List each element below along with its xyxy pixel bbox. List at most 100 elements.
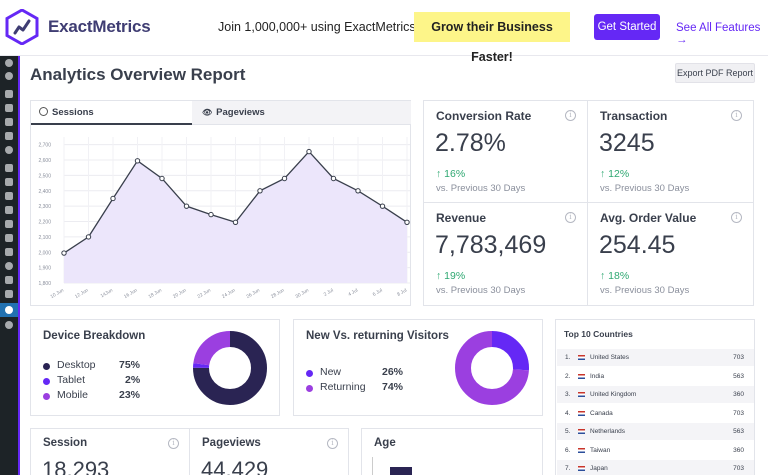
info-icon[interactable]: i (731, 212, 742, 223)
country-value: 563 (733, 372, 744, 380)
sessions-line-chart: 1,800 1,900 2,000 2,100 2,200 2,300 2,400 2,500… (38, 137, 410, 300)
data-point (281, 175, 288, 182)
legend-label: New (320, 366, 342, 378)
flag-icon (578, 447, 585, 453)
country-rank: 6. (565, 446, 571, 454)
info-icon[interactable]: i (168, 438, 179, 449)
legend-value: 2% (125, 374, 141, 386)
export-pdf-button[interactable]: Export PDF Report (675, 63, 755, 83)
pin-icon[interactable] (5, 90, 13, 98)
country-row: 7. Japan 703 (557, 460, 754, 475)
box-icon[interactable] (5, 290, 13, 298)
plugins-icon[interactable] (5, 178, 13, 186)
exactmetrics-logo-icon[interactable] (4, 9, 40, 45)
media-icon[interactable] (5, 104, 13, 112)
appearance-icon[interactable] (5, 164, 13, 172)
stat-value: 7,783,469 (435, 231, 547, 259)
stat-value: 254.45 (599, 231, 676, 259)
exactmetrics-menu-icon[interactable] (5, 306, 13, 314)
x-tick-label: 10 Jun (50, 287, 66, 300)
data-point (61, 250, 67, 256)
card-title: Pageviews (202, 437, 261, 449)
country-value: 703 (733, 354, 744, 361)
stat-card-avg-order-value: Avg. Order Value i 254.45 ↑ 18% vs. Prev… (587, 202, 754, 306)
legend-value: 23% (119, 389, 141, 401)
y-tick-label: 2,700 (38, 143, 51, 149)
chat-icon[interactable] (5, 276, 13, 284)
data-point (134, 158, 141, 164)
dashboard-icon[interactable] (5, 59, 13, 67)
x-tick-label: 22 Jun (197, 287, 213, 300)
age-card: Age (361, 428, 543, 475)
x-tick-label: 12 Jun (74, 287, 90, 300)
collapse-icon[interactable] (5, 234, 13, 242)
stat-comparison: vs. Previous 30 Days (600, 183, 690, 194)
gear-icon[interactable] (5, 321, 13, 329)
data-point (208, 211, 214, 218)
forms-icon[interactable] (5, 248, 13, 256)
stat-change: ↑ 19% (436, 270, 466, 282)
stat-change: ↑ 12% (600, 168, 630, 180)
tab-sessions[interactable]: Sessions (31, 101, 192, 125)
x-tick-label: 24 Jun (221, 287, 237, 300)
sessions-chart-card: Sessions 👁 Pageviews 1,800 1,900 2,000 2,100… (30, 100, 411, 306)
card-title: Device Breakdown (43, 330, 146, 342)
data-point (159, 175, 165, 182)
woo-icon[interactable] (5, 146, 13, 154)
flag-icon (578, 373, 585, 379)
card-title: Top 10 Countries (564, 329, 633, 339)
stat-value: 44,429 (201, 457, 269, 475)
y-tick-label: 2,400 (38, 189, 51, 195)
wordpress-icon[interactable] (5, 72, 13, 80)
comments-icon[interactable] (5, 132, 13, 140)
country-name: Canada (590, 409, 613, 417)
tab-pageviews[interactable]: 👁 Pageviews (192, 101, 411, 125)
info-icon[interactable]: i (731, 110, 742, 121)
pages-icon[interactable] (5, 118, 13, 126)
tools-icon[interactable] (5, 206, 13, 214)
country-rank: 1. (565, 354, 571, 361)
stat-value: 18,293 (42, 457, 110, 475)
legend-dot (43, 363, 50, 370)
legend-value: 74% (382, 381, 404, 393)
promo-text: Join 1,000,000+ using ExactMetrics to (218, 20, 430, 34)
legend-label: Mobile (57, 389, 88, 401)
y-tick-label: 1,900 (38, 266, 51, 272)
session-card: Session i 18,293 (30, 428, 190, 475)
info-icon[interactable]: i (327, 438, 338, 449)
y-tick-label: 2,200 (38, 220, 51, 226)
users-icon[interactable] (5, 192, 13, 200)
country-value: 360 (733, 391, 744, 398)
visitors-card: New Vs. returning Visitors New 26% Retur… (293, 319, 543, 416)
info-icon[interactable]: i (565, 212, 576, 223)
data-point (306, 148, 312, 155)
card-title: New Vs. returning Visitors (306, 330, 449, 342)
legend-value: 75% (119, 359, 141, 371)
admin-sidebar (0, 56, 18, 475)
x-tick-label: 28 Jun (270, 287, 286, 300)
donut-slice (193, 331, 267, 405)
stat-title: Revenue (436, 211, 487, 225)
settings-icon[interactable] (5, 220, 13, 228)
age-bar (390, 467, 412, 475)
get-started-button[interactable]: Get Started (594, 14, 660, 40)
y-tick-label: 2,300 (38, 204, 51, 210)
country-row: 4. Canada 703 (557, 405, 754, 422)
flag-icon (578, 392, 585, 397)
x-tick-label: 30 Jun (295, 287, 311, 300)
pageviews-card: Pageviews i 44,429 (189, 428, 349, 475)
data-point (404, 219, 410, 225)
data-point (85, 234, 92, 240)
clock-icon[interactable] (5, 262, 13, 270)
area-fill (64, 151, 407, 283)
promo-banner: ExactMetrics Join 1,000,000+ using Exact… (0, 0, 768, 64)
country-rank: 2. (565, 372, 571, 380)
user-circle-icon (39, 107, 48, 116)
info-icon[interactable]: i (565, 110, 576, 121)
y-tick-label: 1,800 (38, 281, 51, 287)
country-name: Netherlands (590, 428, 626, 435)
stat-change: ↑ 16% (436, 168, 466, 180)
country-row: 2. India 563 (557, 368, 754, 385)
x-tick-label: 2 Jul (323, 288, 335, 298)
see-all-features-link[interactable]: See All Features → (676, 22, 761, 46)
